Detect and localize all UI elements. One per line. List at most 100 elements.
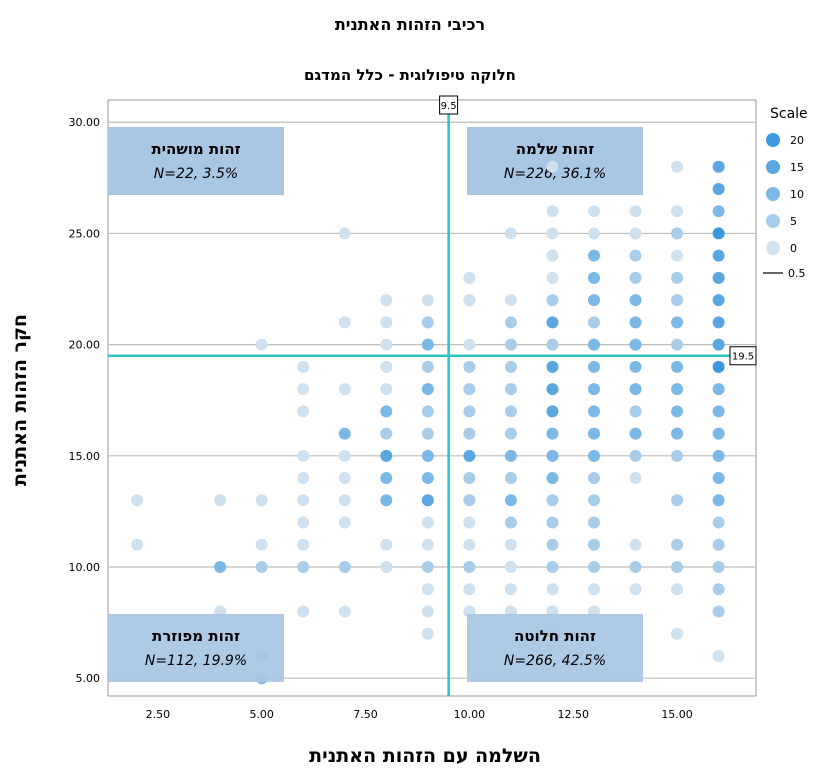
data-point	[588, 205, 600, 218]
data-point	[504, 427, 517, 440]
data-point	[546, 516, 559, 529]
data-point	[421, 294, 434, 307]
data-point	[629, 427, 642, 440]
data-point	[671, 294, 684, 307]
data-point	[629, 561, 642, 574]
data-point	[421, 583, 434, 596]
data-point	[297, 605, 310, 618]
data-point	[421, 427, 434, 440]
y-tick-label: 20.00	[69, 339, 101, 352]
data-point	[588, 338, 600, 351]
data-point	[712, 249, 725, 262]
data-point	[338, 516, 351, 529]
data-point	[421, 627, 434, 640]
data-point	[671, 338, 684, 351]
data-point	[629, 405, 642, 418]
legend-item-label: 10	[790, 188, 804, 201]
legend-item-label: 15	[790, 161, 804, 174]
data-point	[588, 383, 600, 396]
quadrant-stat: N=266, 42.5%	[504, 653, 606, 669]
data-point	[463, 427, 476, 440]
data-point	[712, 516, 725, 529]
legend-item-label: 0	[790, 242, 797, 255]
y-cutoff-value: 19.5	[732, 352, 754, 363]
data-point	[588, 316, 600, 329]
y-tick-label: 25.00	[69, 227, 101, 240]
data-point	[712, 427, 725, 440]
y-axis-label: חקר הזהות האתנית	[9, 314, 31, 486]
data-point	[297, 405, 310, 418]
data-point	[588, 516, 600, 529]
y-tick-label: 5.00	[76, 672, 101, 685]
data-point	[671, 405, 684, 418]
data-point	[671, 227, 684, 240]
data-point	[546, 316, 559, 329]
data-point	[421, 316, 434, 329]
data-point	[421, 360, 434, 373]
data-point	[629, 538, 642, 551]
quadrant-stat: N=112, 19.9%	[145, 653, 247, 669]
data-point	[671, 205, 684, 218]
data-point	[588, 561, 600, 574]
legend-swatch	[766, 214, 780, 228]
data-point	[338, 427, 351, 440]
data-point	[546, 383, 559, 396]
x-cutoff-label: 9.5	[439, 95, 459, 115]
gridlines	[108, 121, 756, 679]
data-point	[712, 538, 725, 551]
data-point	[588, 449, 600, 462]
data-point	[421, 405, 434, 418]
data-point	[338, 383, 351, 396]
data-point	[546, 494, 559, 507]
data-point	[546, 427, 559, 440]
data-point	[671, 271, 684, 284]
x-tick-label: 12.50	[557, 708, 589, 721]
data-point	[463, 538, 476, 551]
data-point	[463, 516, 476, 529]
data-point	[131, 538, 144, 551]
data-point	[504, 316, 517, 329]
quadrant-title: זהות מושהית	[151, 140, 240, 158]
data-point	[712, 316, 725, 329]
data-point	[671, 627, 684, 640]
data-point	[421, 494, 434, 507]
data-point	[588, 294, 600, 307]
data-point	[504, 405, 517, 418]
data-point	[504, 516, 517, 529]
data-point	[255, 338, 268, 351]
x-tick-label: 7.50	[353, 708, 378, 721]
legend-swatch	[766, 241, 780, 255]
data-point	[546, 360, 559, 373]
data-point	[671, 427, 684, 440]
data-point	[421, 561, 434, 574]
data-point	[712, 271, 725, 284]
data-point	[463, 561, 476, 574]
data-point	[338, 227, 351, 240]
data-point	[338, 316, 351, 329]
data-point	[712, 649, 725, 662]
data-point	[380, 561, 393, 574]
legend-swatch	[766, 160, 780, 174]
data-point	[712, 205, 725, 218]
data-point	[712, 294, 725, 307]
quadrant-top-left: זהות מושהית N=22, 3.5%	[108, 127, 284, 195]
data-point	[463, 405, 476, 418]
data-point	[546, 405, 559, 418]
data-point	[338, 472, 351, 485]
data-point	[255, 561, 268, 574]
quadrant-stat: N=22, 3.5%	[154, 166, 239, 182]
data-point	[546, 249, 559, 262]
data-point	[671, 383, 684, 396]
data-point	[297, 360, 310, 373]
data-point	[671, 160, 684, 173]
data-point	[629, 383, 642, 396]
y-cutoff-label: 19.5	[729, 346, 757, 366]
data-point	[712, 360, 725, 373]
legend-title: Scale	[770, 106, 808, 122]
data-point	[588, 249, 600, 262]
data-point	[712, 383, 725, 396]
data-point	[671, 538, 684, 551]
data-point	[629, 316, 642, 329]
data-point	[504, 561, 517, 574]
